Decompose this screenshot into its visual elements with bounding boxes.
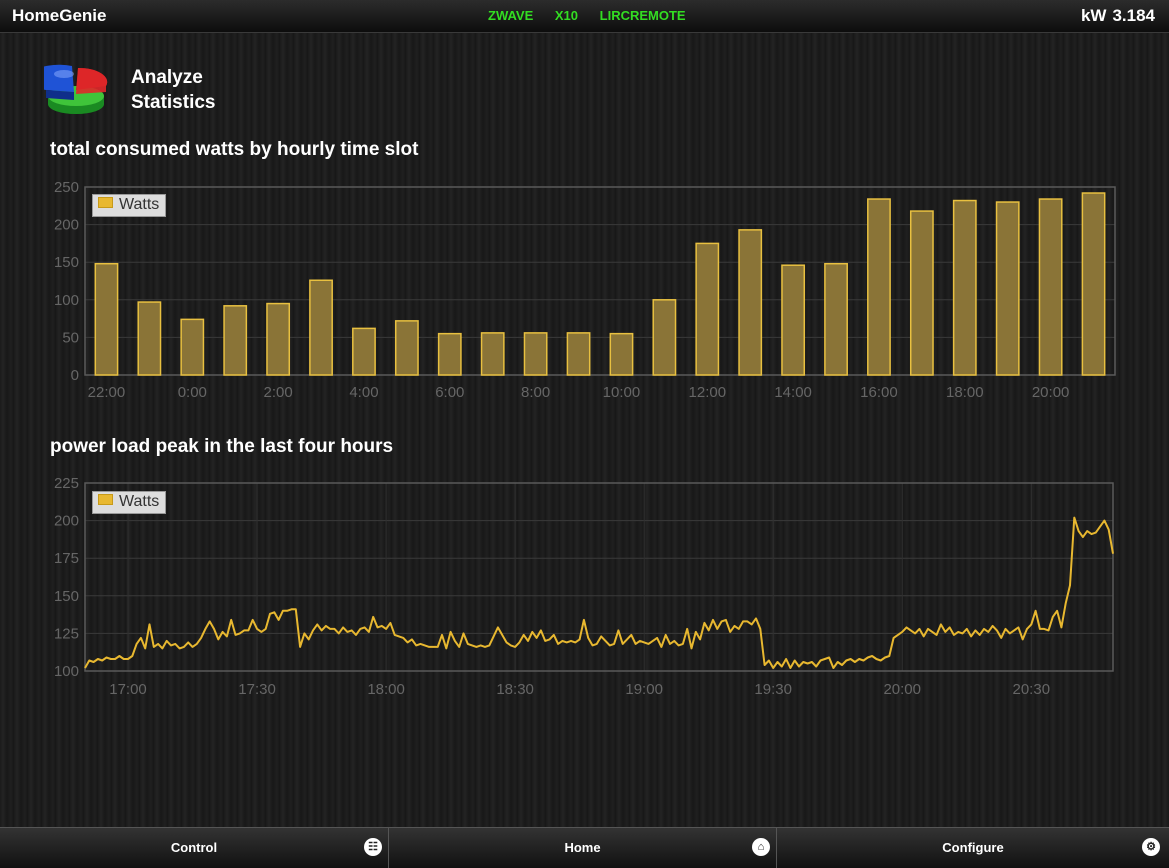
x-tick-label: 20:00 [883,681,921,698]
bar [137,301,162,376]
interface-zwave[interactable]: ZWAVE [488,8,534,23]
bar [566,332,591,376]
bar [824,262,848,376]
page-title-line2: Statistics [131,92,216,113]
bar [352,327,376,376]
bar [523,332,548,376]
bar [480,332,505,376]
x-tick-label: 20:30 [1013,681,1051,698]
x-tick-label: 14:00 [774,384,812,401]
configure-button[interactable]: Configure ⚙ [777,828,1169,868]
hourly-chart-legend: Watts [92,194,167,217]
page-title: Analyze Statistics [131,65,215,115]
y-tick-label: 150 [54,254,79,271]
x-tick-label: 17:30 [238,681,276,698]
bar [867,198,891,376]
home-label: Home [564,840,601,855]
peak-chart-title: power load peak in the last four hours [50,436,394,457]
bar [223,305,248,376]
x-tick-label: 19:00 [625,681,663,698]
x-tick-label: 17:00 [109,681,147,698]
y-tick-label: 175 [54,550,79,567]
y-tick-label: 200 [54,513,79,530]
power-readout: kW 3.184 [1075,6,1155,26]
y-tick-label: 125 [54,625,79,642]
x-tick-label: 22:00 [88,384,126,401]
hourly-chart: 250 200 150 100 50 0 22:00 0:00 2:00 4:00 6:00 8:00… [30,170,1130,410]
interface-lircremote[interactable]: LIRCREMOTE [599,8,686,23]
home-button[interactable]: Home ⌂ [389,828,777,868]
y-tick-label: 100 [54,663,79,680]
gear-icon: ⚙ [1142,838,1160,856]
x-tick-label: 18:30 [496,681,534,698]
app-title: HomeGenie [12,6,107,25]
plot-frame [84,482,1114,672]
legend-label: Watts [119,196,160,213]
bar [652,299,677,376]
bottom-nav: Control ☷ Home ⌂ Configure ⚙ [0,827,1169,868]
top-bar: HomeGenie ZWAVE X10 LIRCREMOTE kW 3.184 [0,0,1169,33]
peak-chart-legend: Watts [92,491,167,514]
bar [1038,198,1063,376]
bar [738,229,763,376]
legend-label: Watts [119,493,160,510]
bar [695,242,720,376]
x-tick-label: 18:00 [367,681,405,698]
control-button[interactable]: Control ☷ [0,828,389,868]
control-label: Control [170,840,218,855]
configure-label: Configure [942,840,1004,855]
power-value: 3.184 [1112,6,1155,25]
x-tick-label: 2:00 [264,384,293,401]
bar [781,264,806,376]
bar [609,332,634,376]
y-tick-label: 100 [54,292,79,309]
x-tick-label: 18:00 [946,384,984,401]
y-tick-label: 200 [54,217,79,234]
bar [94,262,119,376]
x-tick-label: 12:00 [689,384,727,401]
y-tick-label: 0 [71,367,79,384]
bar [266,302,291,376]
x-tick-label: 16:00 [860,384,898,401]
x-tick-label: 19:30 [754,681,792,698]
peak-chart: 225 200 175 150 125 100 17:00 17:30 18:00 18:30 19… [30,470,1130,710]
y-tick-label: 250 [54,179,79,196]
x-tick-label: 20:00 [1032,384,1070,401]
bar [437,332,462,376]
y-tick-label: 225 [54,475,79,492]
bar [995,201,1020,376]
page-title-line1: Analyze [131,67,203,88]
bar [1081,192,1106,376]
y-tick-label: 150 [54,588,79,605]
interface-x10[interactable]: X10 [554,8,579,23]
x-tick-label: 6:00 [435,384,464,401]
legend-swatch [98,494,113,505]
bar [952,199,977,376]
hourly-chart-svg: 250 200 150 100 50 0 22:00 0:00 2:00 4:00 6:00 8:00… [54,179,1116,401]
plot-frame [84,186,1116,376]
x-tick-label: 10:00 [603,384,641,401]
x-tick-label: 8:00 [521,384,550,401]
peak-chart-svg: 225 200 175 150 125 100 17:00 17:30 18:00 18:30 19… [54,475,1114,698]
grid-icon: ☷ [364,838,382,856]
series-line-watts [84,516,1114,669]
bar [909,210,934,376]
bar [309,279,333,376]
hourly-chart-title: total consumed watts by hourly time slot [50,139,419,160]
power-label: kW [1080,6,1107,25]
legend-swatch [98,197,113,208]
pie-chart-icon [44,64,108,114]
bar [394,320,419,376]
x-tick-label: 0:00 [178,384,207,401]
interface-list: ZWAVE X10 LIRCREMOTE [488,8,704,23]
bar [180,318,205,376]
x-tick-label: 4:00 [349,384,378,401]
y-tick-label: 50 [62,329,79,346]
home-icon: ⌂ [752,838,770,856]
